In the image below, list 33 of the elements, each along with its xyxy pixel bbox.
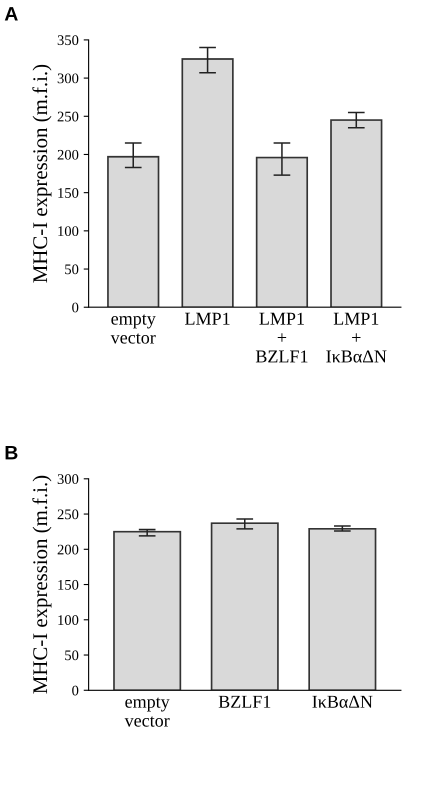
y-tick-label: 0 [72,686,78,696]
y-tick-label: 150 [58,580,78,590]
y-tick-label: 50 [65,264,78,274]
y-tick-label: 250 [58,509,78,520]
y-tick-label: 0 [72,302,78,312]
bar [113,530,182,690]
y-axis-title: MHC-I expression (m.f.i.) [32,64,52,283]
bar [256,156,308,308]
y-tick-label: 200 [58,544,78,554]
chart-title: B [6,446,18,460]
x-tick-label: LMP1 [185,312,230,325]
y-tick-label: 150 [58,188,78,198]
bar [210,522,279,690]
bar [107,156,160,308]
y-tick-label: 300 [58,474,78,484]
y-tick-label: 100 [58,615,78,625]
x-tick-label: empty vector [110,314,156,344]
y-tick-label: 50 [65,650,78,660]
x-tick-label: BZLF1 [218,696,270,708]
y-tick-label: 350 [58,35,78,46]
y-tick-label: 200 [58,150,78,160]
x-tick-label: LMP1 + IκBαΔN [326,312,387,363]
bar [308,528,376,690]
y-tick-label: 250 [58,112,78,122]
x-tick-label: empty vector [124,697,170,727]
bar [330,119,382,308]
x-tick-label: IκBαΔN [312,696,373,708]
y-tick-label: 100 [58,226,78,236]
y-tick-label: 300 [58,73,78,84]
x-tick-label: LMP1 + BZLF1 [256,312,308,362]
chart-title: A [4,7,18,20]
y-axis-title: MHC-I expression (m.f.i.) [32,476,52,694]
bar [181,58,234,308]
